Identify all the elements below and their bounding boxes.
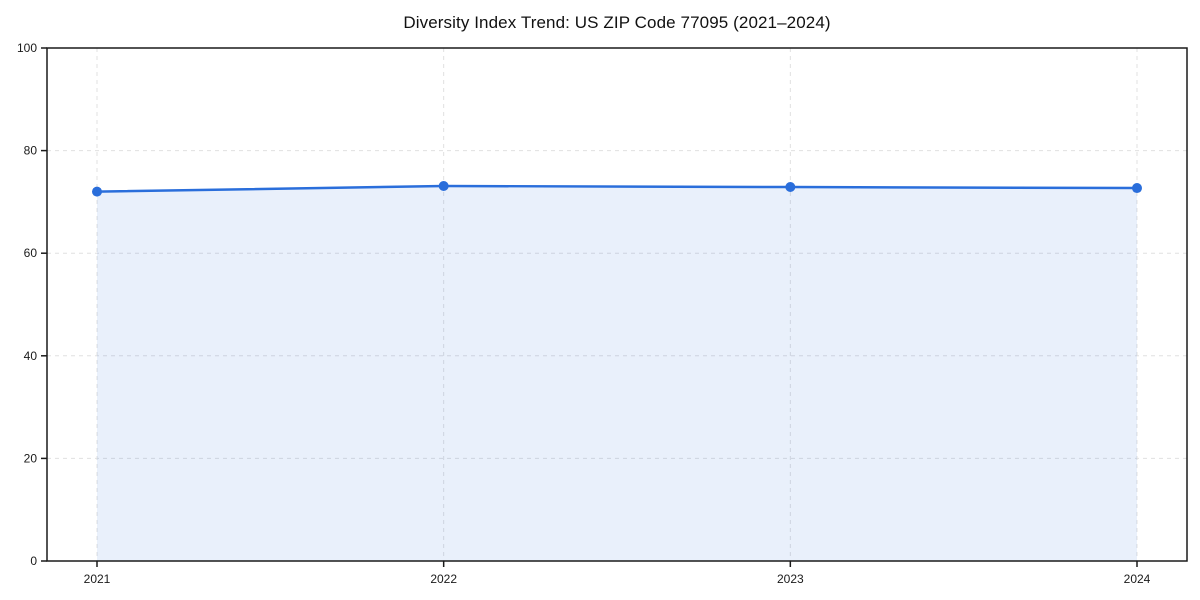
y-tick-label: 80: [24, 144, 38, 158]
y-tick-label: 0: [30, 554, 37, 568]
trend-line: [95, 184, 1139, 193]
data-point-marker: [438, 180, 449, 191]
plot-frame: [46, 47, 1188, 562]
x-tick-label: 2023: [777, 572, 804, 586]
x-tick-label: 2024: [1124, 572, 1151, 586]
data-point-marker: [785, 182, 796, 193]
area-fill: [97, 185, 1137, 561]
x-tick-label: 2021: [84, 572, 111, 586]
y-tick-label: 100: [17, 41, 37, 55]
data-point-marker: [1132, 183, 1142, 194]
y-tick-label: 40: [24, 349, 38, 363]
chart-title: Diversity Index Trend: US ZIP Code 77095…: [403, 13, 831, 32]
y-tick-label: 60: [24, 246, 38, 260]
y-tick-label: 20: [24, 451, 38, 465]
data-point-marker: [92, 186, 102, 197]
x-tick-label: 2022: [430, 572, 457, 586]
